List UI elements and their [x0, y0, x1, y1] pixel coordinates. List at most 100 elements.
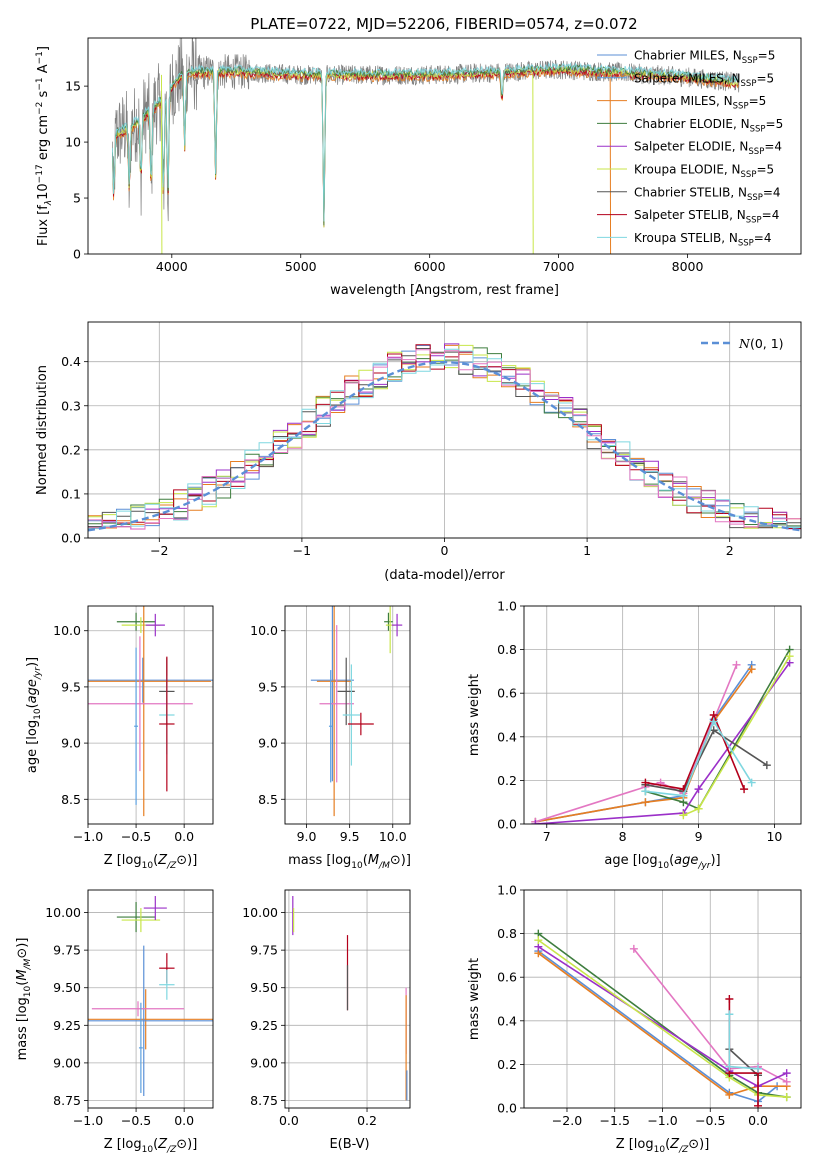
legend-entry: Salpeter MILES, NSSP=5 [634, 71, 774, 89]
y-tick-label: 0.4 [61, 354, 81, 369]
weight-marker [531, 820, 540, 824]
y-tick-label: 9.00 [250, 1055, 278, 1070]
y-tick-label: 0.1 [61, 486, 81, 501]
y-tick-label: 9.75 [250, 943, 278, 958]
weight-line-kroupa_miles [537, 952, 787, 1096]
legend-entry: Chabrier STELIB, NSSP=4 [634, 185, 781, 203]
axes-frame [87, 321, 802, 539]
panel-age_vs_Z: −1.0 −0.5 0.0 8.5 9.0 9.5 10.0 Z [log10(Z/Z⊙)] a… [25, 605, 214, 871]
weight-line-kroupa_miles [535, 668, 753, 823]
weight-marker [725, 1062, 734, 1071]
y-tick-label: 9.50 [250, 980, 278, 995]
y-tick-label: 0.0 [61, 531, 81, 546]
y-axis-label: mass weight [467, 958, 482, 1040]
y-axis-label: age [log10(age/yr)] [25, 657, 43, 773]
weight-marker [725, 1010, 734, 1019]
weight-line-kroupa_elodie [537, 939, 787, 1098]
x-tick-label: −2.0 [552, 1113, 582, 1128]
y-tick-label: 0.4 [497, 729, 517, 744]
y-tick-label: 9.50 [53, 980, 81, 995]
plot-area-weight_vs_Z [534, 929, 791, 1108]
x-tick-label: 7000 [543, 259, 575, 274]
y-tick-label: 0.0 [497, 817, 517, 832]
spectrum-model-kroupa_stelib [112, 61, 739, 222]
y-tick-label: 9.5 [258, 679, 278, 694]
y-tick-label: 8.75 [250, 1093, 278, 1108]
weight-marker [679, 791, 688, 800]
weight-line-chabrier_elodie [645, 649, 791, 810]
weight-marker [762, 761, 771, 770]
x-tick-label: 4000 [156, 259, 188, 274]
axes-frame [523, 889, 802, 1109]
y-tick-label: 9.00 [53, 1055, 81, 1070]
x-axis-label: wavelength [Angstrom, rest frame] [330, 283, 559, 298]
legend-entry: Chabrier ELODIE, NSSP=5 [634, 117, 783, 134]
weight-line-kroupa_stelib [728, 1014, 759, 1070]
y-tick-label: 8.5 [258, 792, 278, 807]
weight-line-salpeter_stelib [645, 712, 745, 790]
y-tick-label: 0.8 [497, 642, 517, 657]
x-tick-label: 7 [543, 829, 551, 844]
y-tick-label: 0.4 [497, 1013, 517, 1028]
figure-title: PLATE=0722, MJD=52206, FIBERID=0574, z=0… [250, 15, 637, 33]
weight-marker [629, 944, 638, 953]
weight-marker [732, 660, 741, 669]
x-tick-label: 0.0 [279, 1113, 299, 1128]
x-tick-label: −1.0 [647, 1113, 677, 1128]
legend-entry: Kroupa STELIB, NSSP=4 [634, 231, 772, 249]
y-tick-label: 0.8 [497, 926, 517, 941]
weight-line-chabrier_stelib [728, 1048, 759, 1076]
y-tick-label: 10 [65, 135, 81, 150]
x-tick-label: 10 [766, 829, 782, 844]
y-tick-label: 0.0 [497, 1101, 517, 1116]
residual-legend: N(0, 1) [701, 336, 784, 351]
x-tick-label: −0.5 [695, 1113, 725, 1128]
weight-marker [641, 787, 650, 796]
spectrum-legend: Chabrier MILES, NSSP=5 Salpeter MILES, NS… [597, 49, 783, 249]
weight-marker [782, 1077, 791, 1086]
legend-entry: Kroupa MILES, NSSP=5 [634, 94, 766, 112]
y-tick-label: 0.3 [61, 398, 81, 413]
y-tick-label: 0 [73, 247, 81, 262]
x-axis-label: age [log10(age/yr)] [604, 853, 720, 871]
y-tick-label: 8.75 [53, 1093, 81, 1108]
panel-weight_vs_Z: −2.0 −1.5 −1.0 −0.5 0.0 0.0 0.2 0.4 0.6 0.8 1.0 mas… [467, 883, 802, 1155]
y-axis-label: mass weight [467, 674, 482, 756]
y-tick-label: 9.25 [53, 1018, 81, 1033]
x-tick-label: −1.5 [600, 1113, 630, 1128]
plot-area-mass_vs_Z [88, 896, 213, 1096]
axes-frame [87, 605, 214, 825]
x-tick-label: −2 [150, 543, 168, 558]
axes-frame [87, 37, 802, 255]
y-tick-label: 5 [73, 191, 81, 206]
x-tick-label: 0.0 [174, 1113, 194, 1128]
plot-area-mass_vs_ebv [292, 896, 408, 1101]
weight-line-chabrier_elodie [537, 932, 787, 1098]
x-tick-label: 9.0 [297, 829, 317, 844]
x-tick-label: 6000 [414, 259, 446, 274]
weight-marker [694, 804, 703, 813]
panel-mass_vs_ebv: 0.0 0.2 8.75 9.00 9.25 9.50 9.75 10.00 E(B-V) [242, 889, 411, 1152]
axes-frame [284, 605, 411, 825]
panel-age_vs_mass: 9.0 9.5 10.0 8.5 9.0 9.5 10.0 mass [log10(M/M⊙)… [250, 605, 411, 871]
y-tick-label: 9.25 [250, 1018, 278, 1033]
weight-marker [725, 995, 734, 1003]
weight-marker [679, 811, 688, 820]
x-axis-label: Z [log10(Z/Z⊙)] [616, 1137, 710, 1155]
legend-entry: Kroupa ELODIE, NSSP=5 [634, 163, 774, 181]
y-tick-label: 9.0 [61, 736, 81, 751]
residual-hist-kroupa_stelib [88, 348, 801, 530]
x-tick-label: 0.0 [748, 1113, 768, 1128]
legend-entry: Salpeter STELIB, NSSP=4 [634, 208, 779, 226]
weight-line-chabrier_miles [535, 664, 753, 823]
weight-marker [782, 1069, 791, 1078]
weight-line-chabrier_stelib [645, 729, 768, 793]
y-tick-label: 0.2 [497, 1057, 517, 1072]
x-tick-label: −1 [293, 543, 311, 558]
weight-marker [754, 1101, 763, 1108]
panel-mass_vs_Z: −1.0 −0.5 0.0 8.75 9.00 9.25 9.50 9.75 10.00 Z [l… [15, 889, 214, 1155]
y-tick-label: 1.0 [497, 883, 517, 898]
plot-area-weight_vs_age [531, 645, 794, 824]
